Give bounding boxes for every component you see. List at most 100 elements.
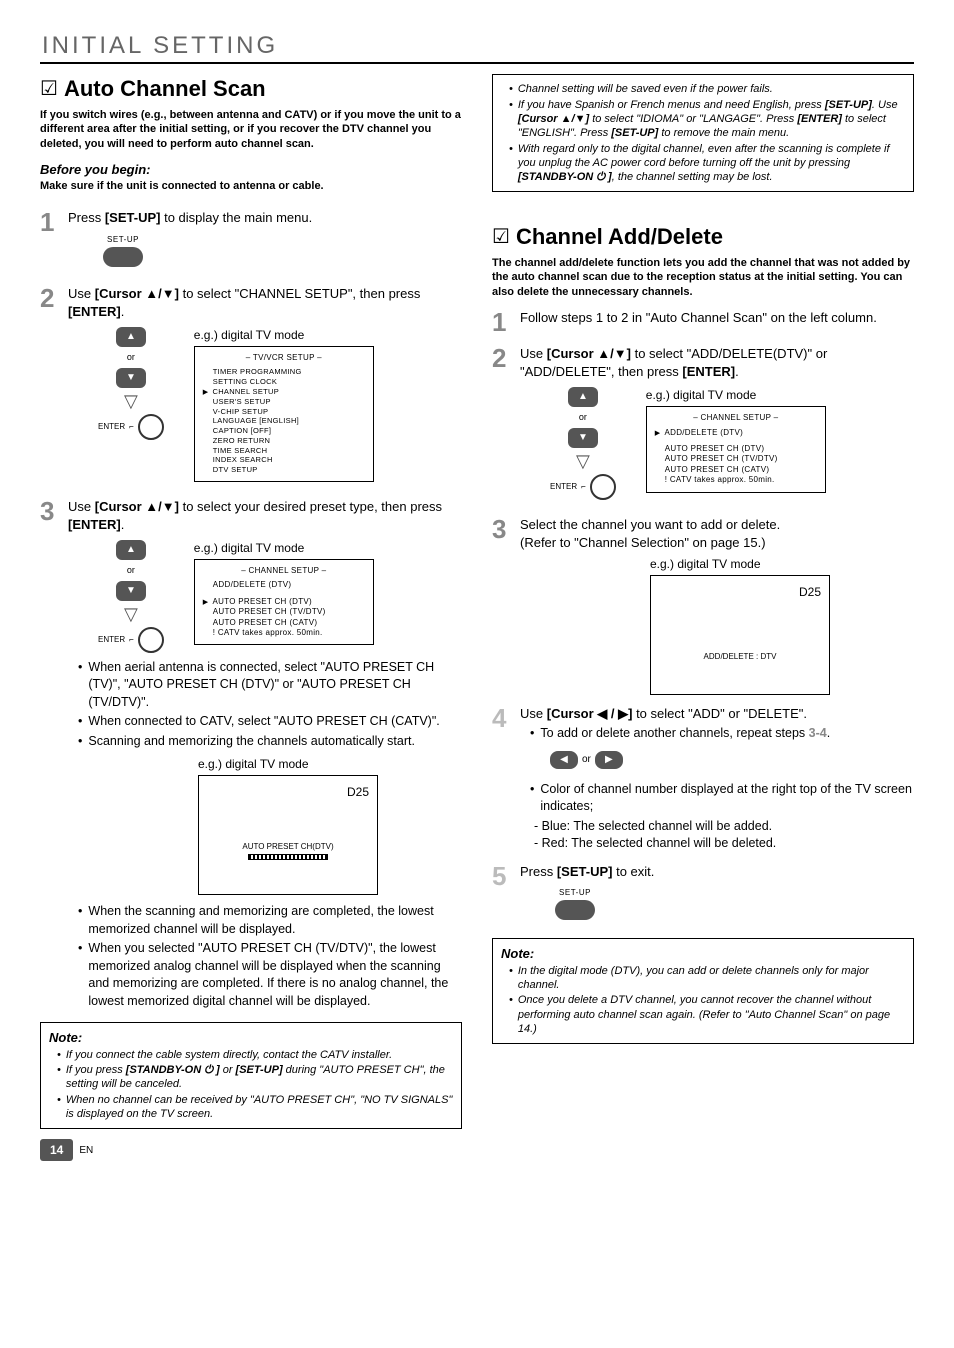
setup-button-graphic: SET-UP <box>550 887 600 920</box>
screen-row: ZERO RETURN <box>203 436 365 446</box>
channel-setup-screen: – CHANNEL SETUP – ADD/DELETE (DTV) AUTO … <box>194 559 374 645</box>
note-rows: Channel setting will be saved even if th… <box>501 82 905 184</box>
s1key: [SET-UP] <box>105 210 161 225</box>
s3key2: [ENTER] <box>68 517 121 532</box>
sb-title: – CHANNEL SETUP – <box>203 566 365 576</box>
cursor-up-icon: ▲ <box>568 387 598 407</box>
setup-button-graphic: SET-UP <box>98 234 148 267</box>
right-step-1: 1 Follow steps 1 to 2 in "Auto Channel S… <box>492 309 914 335</box>
s3key: [Cursor ▲/▼] <box>95 499 179 514</box>
color-blue: - Blue: The selected channel will be add… <box>520 818 914 836</box>
screen-row: AUTO PRESET CH (DTV) <box>655 444 817 454</box>
tv-add-delete-label: ADD/DELETE : DTV <box>659 651 821 662</box>
remote-buttons: ▲ or ▼ ▽ ENTER ⌐ <box>98 327 164 440</box>
eg-label: e.g.) digital TV mode <box>194 540 374 557</box>
s2key2: [ENTER] <box>68 304 121 319</box>
spacer <box>492 192 914 222</box>
enter-group: ENTER ⌐ <box>98 414 164 440</box>
step-body: Use [Cursor ▲/▼] to select "CHANNEL SETU… <box>68 285 462 488</box>
s2key: [Cursor ▲/▼] <box>95 286 179 301</box>
screen-row: ! CATV takes approx. 50min. <box>203 628 365 638</box>
before-begin-sub: Make sure if the unit is connected to an… <box>40 179 462 194</box>
tv-wrap: e.g.) digital TV mode D25 ADD/DELETE : D… <box>650 556 914 695</box>
note-row: With regard only to the digital channel,… <box>509 142 905 185</box>
screen-wrap: e.g.) digital TV mode – CHANNEL SETUP – … <box>646 387 826 492</box>
step-body: Press [SET-UP] to exit. SET-UP <box>520 863 914 928</box>
rs5key: [SET-UP] <box>557 864 613 879</box>
tv-preview-screen: D25 AUTO PRESET CH(DTV) <box>198 775 378 895</box>
tv-preview-screen: D25 ADD/DELETE : DTV <box>650 575 830 695</box>
screen-row: ! CATV takes approx. 50min. <box>655 475 817 485</box>
bullets-group: When the scanning and memorizing are com… <box>68 903 462 1010</box>
step-body: Follow steps 1 to 2 in "Auto Channel Sca… <box>520 309 914 335</box>
eg-label: e.g.) digital TV mode <box>198 756 462 773</box>
remote-group: ▲ or ▼ ▽ ENTER ⌐ e.g.) digital TV mode <box>98 327 462 482</box>
tv-channel-number: D25 <box>659 584 821 601</box>
s2c: . <box>121 304 125 319</box>
setup-button-label: SET-UP <box>550 887 600 898</box>
screen-row: AUTO PRESET CH (DTV) <box>203 597 365 607</box>
s3c: . <box>121 517 125 532</box>
eg-label: e.g.) digital TV mode <box>650 556 914 573</box>
s4b-end: . <box>827 726 830 740</box>
screen-row: AUTO PRESET CH (CATV) <box>203 618 365 628</box>
bullet: When the scanning and memorizing are com… <box>78 903 462 938</box>
eg-label: e.g.) digital TV mode <box>646 387 826 404</box>
step-body: Press [SET-UP] to display the main menu.… <box>68 209 462 274</box>
note-heading: Note: <box>49 1029 453 1047</box>
step-num: 2 <box>492 345 512 506</box>
arrow-down-outline-icon: ▽ <box>124 392 138 410</box>
enter-label: ENTER <box>550 481 577 492</box>
enter-bracket: ⌐ <box>129 634 134 645</box>
or-label: or <box>582 753 591 767</box>
rs4a: Use <box>520 706 547 721</box>
screen-wrap: e.g.) digital TV mode – CHANNEL SETUP – … <box>194 540 374 645</box>
header-rest: NITIAL SETTING <box>52 32 278 59</box>
enter-circle-icon <box>138 627 164 653</box>
right-step-5: 5 Press [SET-UP] to exit. SET-UP <box>492 863 914 928</box>
arrow-down-outline-icon: ▽ <box>124 605 138 623</box>
rs5a: Press <box>520 864 557 879</box>
enter-group: ENTER ⌐ <box>98 627 164 653</box>
s1a: Press <box>68 210 105 225</box>
step-num: 3 <box>492 516 512 695</box>
s2a: Use <box>68 286 95 301</box>
or-label: or <box>127 564 135 577</box>
tv-setup-screen: – TV/VCR SETUP – TIMER PROGRAMMINGSETTIN… <box>194 346 374 482</box>
bullet: Color of channel number displayed at the… <box>530 781 914 816</box>
sb-top: ADD/DELETE (DTV) <box>655 428 817 438</box>
note-row: If you connect the cable system directly… <box>57 1048 453 1062</box>
enter-label: ENTER <box>98 421 125 432</box>
screen-row: INDEX SEARCH <box>203 455 365 465</box>
bullet: To add or delete another channels, repea… <box>530 725 914 743</box>
or-label: or <box>579 411 587 424</box>
note-row: In the digital mode (DTV), you can add o… <box>509 964 905 993</box>
cursor-up-icon: ▲ <box>116 540 146 560</box>
bullet: When connected to CATV, select "AUTO PRE… <box>78 713 462 731</box>
left-title: Auto Channel Scan <box>40 74 462 104</box>
rs2key: [Cursor ▲/▼] <box>547 346 631 361</box>
step-num: 1 <box>492 309 512 335</box>
sb-top: ADD/DELETE (DTV) <box>203 580 365 590</box>
header-cap: I <box>42 32 52 59</box>
s2b: to select "CHANNEL SETUP", then press <box>179 286 420 301</box>
enter-label: ENTER <box>98 634 125 645</box>
columns: Auto Channel Scan If you switch wires (e… <box>40 74 914 1129</box>
screen-row: TIME SEARCH <box>203 446 365 456</box>
right-step-2: 2 Use [Cursor ▲/▼] to select "ADD/DELETE… <box>492 345 914 506</box>
s1b: to display the main menu. <box>160 210 312 225</box>
step-num: 2 <box>40 285 60 488</box>
sb-rows: AUTO PRESET CH (DTV)AUTO PRESET CH (TV/D… <box>655 444 817 486</box>
setup-button-shape <box>555 900 595 920</box>
color-red: - Red: The selected channel will be dele… <box>520 835 914 853</box>
note-row: If you have Spanish or French menus and … <box>509 98 905 141</box>
left-note-box: Note: If you connect the cable system di… <box>40 1022 462 1129</box>
right-column: Channel setting will be saved even if th… <box>492 74 914 1129</box>
left-column: Auto Channel Scan If you switch wires (e… <box>40 74 462 1129</box>
cursor-down-icon: ▼ <box>116 581 146 601</box>
step-body: Use [Cursor ▲/▼] to select your desired … <box>68 498 462 1012</box>
progress-bar-icon <box>248 854 328 860</box>
rs3a: Select the channel you want to add or de… <box>520 516 914 534</box>
color-lead: Color of channel number displayed at the… <box>540 781 914 816</box>
step-num: 5 <box>492 863 512 928</box>
